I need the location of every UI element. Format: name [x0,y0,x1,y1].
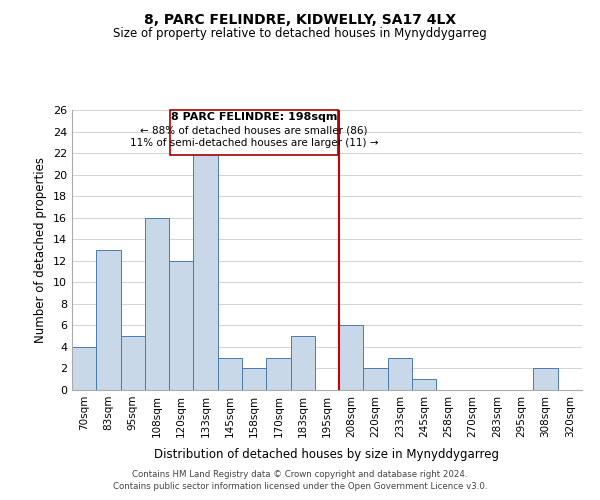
Text: 8, PARC FELINDRE, KIDWELLY, SA17 4LX: 8, PARC FELINDRE, KIDWELLY, SA17 4LX [144,12,456,26]
Bar [169,261,193,390]
X-axis label: Distribution of detached houses by size in Mynyddygarreg: Distribution of detached houses by size … [155,448,499,461]
Bar [339,326,364,390]
Text: 8 PARC FELINDRE: 198sqm: 8 PARC FELINDRE: 198sqm [171,112,337,122]
FancyBboxPatch shape [170,110,338,155]
Bar [533,368,558,390]
Bar [72,347,96,390]
Text: Contains HM Land Registry data © Crown copyright and database right 2024.: Contains HM Land Registry data © Crown c… [132,470,468,479]
Bar [145,218,169,390]
Text: Size of property relative to detached houses in Mynyddygarreg: Size of property relative to detached ho… [113,28,487,40]
Text: Contains public sector information licensed under the Open Government Licence v3: Contains public sector information licen… [113,482,487,491]
Bar [218,358,242,390]
Bar [266,358,290,390]
Bar [364,368,388,390]
Bar [96,250,121,390]
Bar [290,336,315,390]
Bar [193,153,218,390]
Text: 11% of semi-detached houses are larger (11) →: 11% of semi-detached houses are larger (… [130,138,379,148]
Bar [242,368,266,390]
Bar [121,336,145,390]
Y-axis label: Number of detached properties: Number of detached properties [34,157,47,343]
Text: ← 88% of detached houses are smaller (86): ← 88% of detached houses are smaller (86… [140,126,368,136]
Bar [412,379,436,390]
Bar [388,358,412,390]
